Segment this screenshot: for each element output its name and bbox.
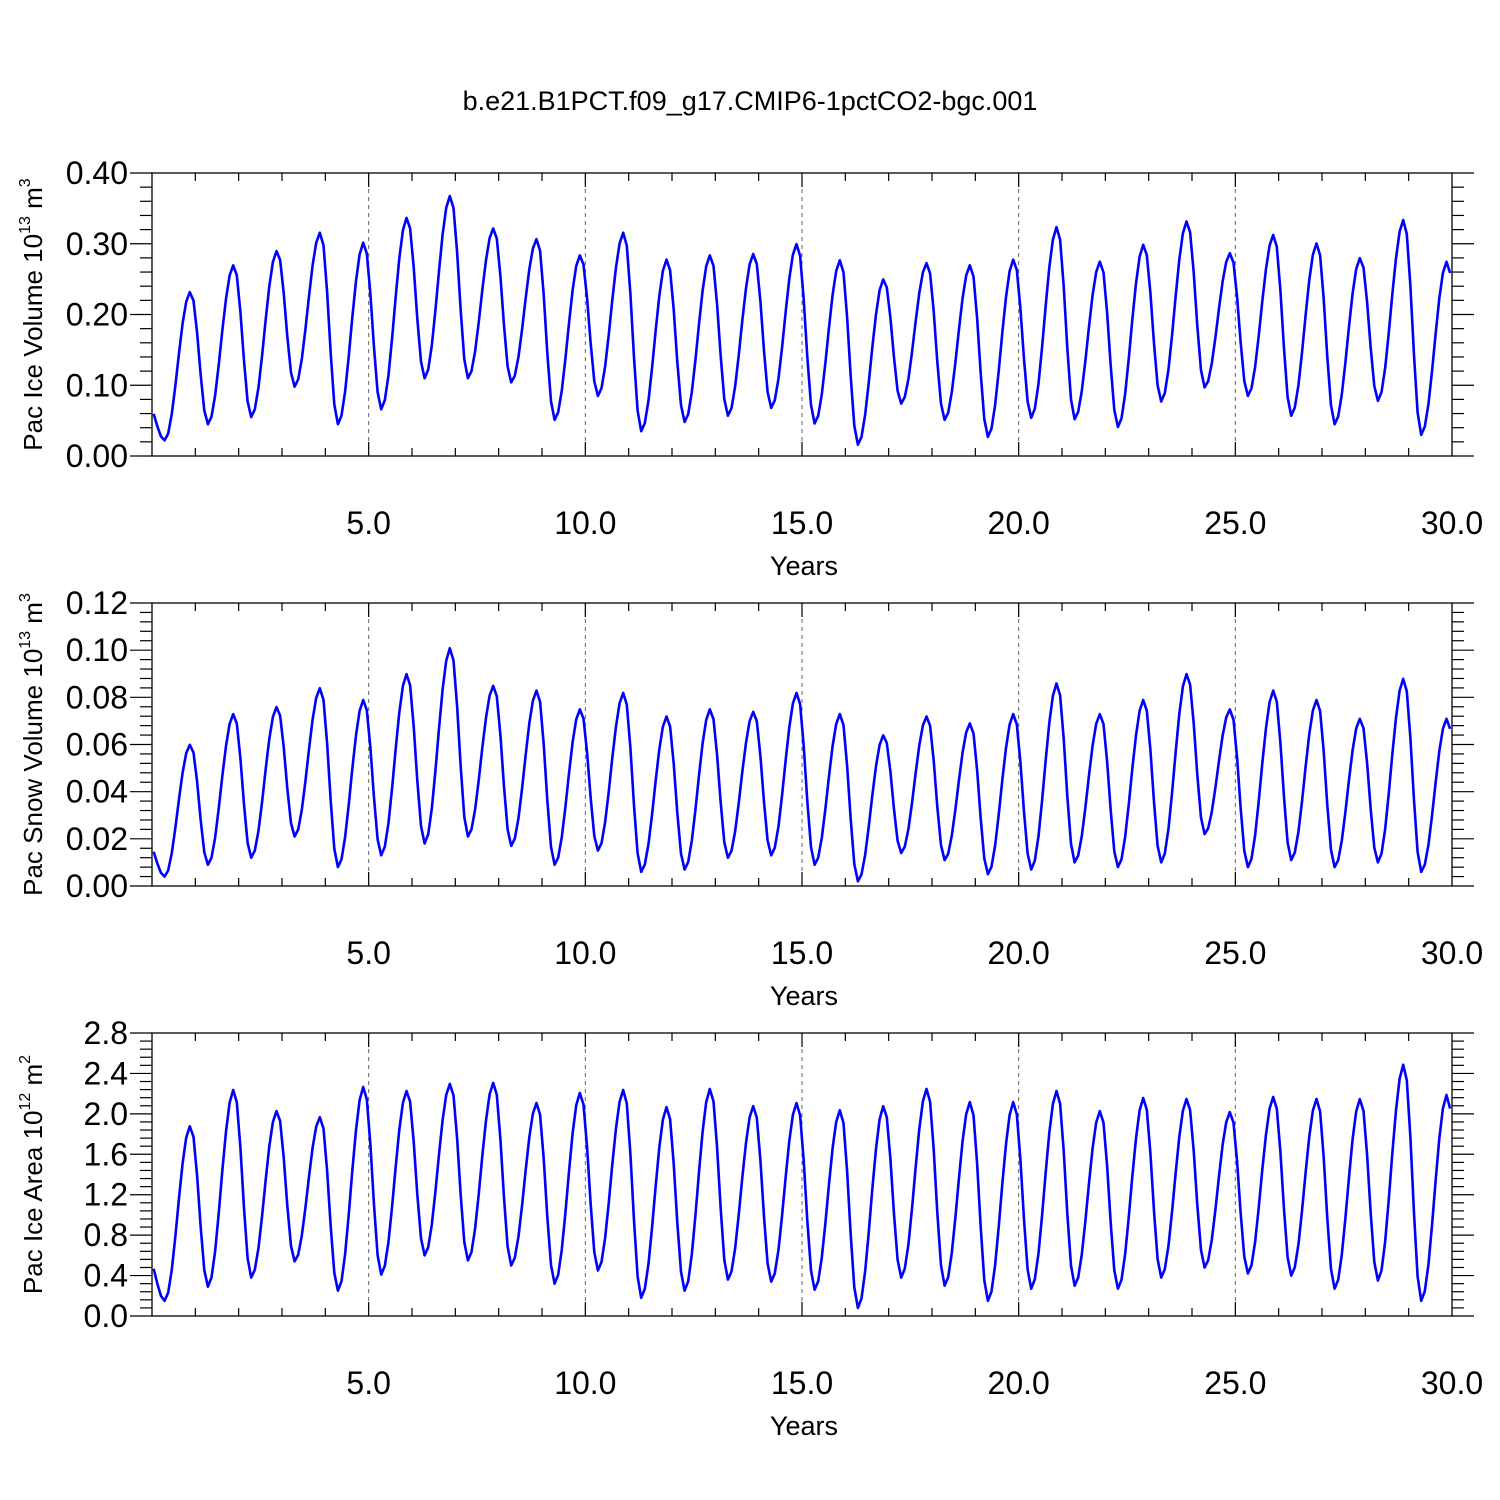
y-tick-label: 0.00 [66,438,128,474]
y-tick-label: 0.20 [66,297,128,333]
y-tick-label: 0.10 [66,367,128,403]
y-tick-label: 0.08 [66,679,128,715]
x-tick-label: 10.0 [554,1365,616,1401]
x-tick-label: 20.0 [988,505,1050,541]
y-axis-label-main: Pac Ice Volume 10 [18,234,48,451]
y-axis-label: Pac Ice Area 1012 m2 [17,1055,48,1294]
y-axis-label-unit: m [18,602,48,631]
y-tick-label: 1.2 [84,1177,128,1213]
y-tick-label: 0.06 [66,727,128,763]
x-tick-label: 30.0 [1421,1365,1483,1401]
y-tick-label: 2.8 [84,1015,128,1051]
y-axis-label-unit-exponent: 3 [17,593,34,602]
panel-1: 0.00 0.10 0.20 0.30 0.40 5.0 10.0 15.0 20.0 25.0 3… [17,155,1483,581]
x-axis-label: Years [770,981,838,1011]
x-tick-label: 5.0 [346,505,390,541]
y-axis-label-exponent: 12 [17,1093,34,1111]
y-axis-label-main: Pac Ice Area 10 [18,1111,48,1295]
x-tick-label: 10.0 [554,935,616,971]
x-tick-label: 5.0 [346,1365,390,1401]
y-axis-label-unit-exponent: 3 [17,178,34,187]
x-axis-label: Years [770,551,838,581]
y-tick-label: 0.30 [66,226,128,262]
y-tick-label: 0.4 [84,1258,128,1294]
x-tick-label: 30.0 [1421,935,1483,971]
x-tick-label: 15.0 [771,935,833,971]
x-tick-label: 30.0 [1421,505,1483,541]
x-tick-label: 20.0 [988,1365,1050,1401]
y-tick-label: 0.0 [84,1298,128,1334]
y-axis-label: Pac Ice Volume 1013 m3 [17,178,48,451]
series-line [152,646,1452,883]
panel-2: 0.00 0.02 0.04 0.06 0.08 0.10 0.12 5.0 10.0 15.0 2… [17,585,1483,1011]
y-axis-label-unit: m [18,1064,48,1093]
y-tick-label: 0.10 [66,632,128,668]
y-tick-label: 0.04 [66,774,128,810]
x-tick-label: 15.0 [771,505,833,541]
x-tick-label: 25.0 [1204,1365,1266,1401]
y-axis-label-exponent: 13 [17,631,34,649]
x-tick-label: 20.0 [988,935,1050,971]
y-axis-label-unit-exponent: 2 [17,1055,34,1064]
y-tick-label: 0.02 [66,821,128,857]
y-axis-label: Pac Snow Volume 1013 m3 [17,593,48,896]
x-axis-label: Years [770,1411,838,1441]
x-tick-label: 25.0 [1204,505,1266,541]
y-tick-label: 0.00 [66,868,128,904]
series-line [152,1063,1452,1310]
y-tick-label: 1.6 [84,1136,128,1172]
y-tick-label: 2.4 [84,1055,128,1091]
y-axis-label-unit: m [18,187,48,216]
y-axis-label-main: Pac Snow Volume 10 [18,649,48,896]
x-tick-label: 10.0 [554,505,616,541]
y-tick-label: 2.0 [84,1096,128,1132]
y-axis-label-exponent: 13 [17,216,34,234]
y-tick-label: 0.40 [66,155,128,191]
x-tick-label: 5.0 [346,935,390,971]
x-tick-label: 25.0 [1204,935,1266,971]
panel-3: 0.0 0.4 0.8 1.2 1.6 2.0 2.4 2.8 5.0 10.0 15.0 20.0 2… [17,1015,1483,1441]
x-tick-label: 15.0 [771,1365,833,1401]
y-tick-label: 0.8 [84,1217,128,1253]
y-tick-label: 0.12 [66,585,128,621]
figure-title: b.e21.B1PCT.f09_g17.CMIP6-1pctCO2-bgc.00… [463,86,1038,116]
series-line [152,194,1452,447]
